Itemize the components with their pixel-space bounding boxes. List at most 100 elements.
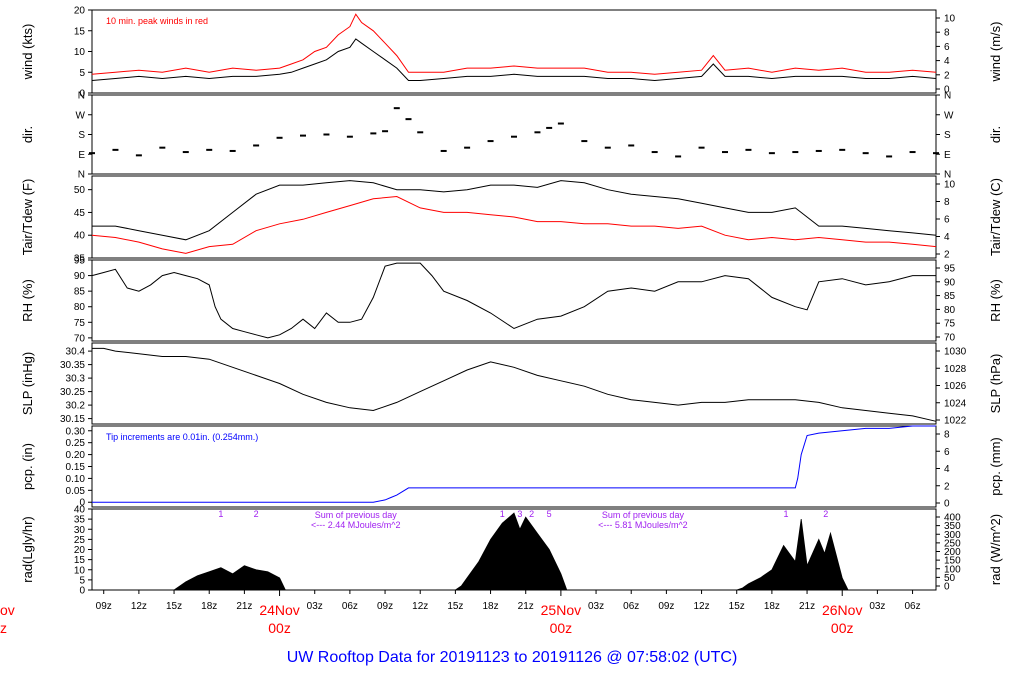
y-tick-label: 85 — [74, 287, 86, 298]
dir-point — [135, 154, 142, 157]
y2-tick-label: 90 — [944, 277, 956, 288]
y-tick-label: 0.10 — [66, 474, 86, 485]
y-tick-label: 30.3 — [66, 374, 86, 385]
x-tick-label: 12z — [131, 601, 147, 612]
series-line-peak-wind — [91, 13, 937, 75]
panel-frame — [91, 259, 937, 342]
dir-point — [206, 148, 213, 151]
panel-temp: 35 40 45 50 2 4 6 8 10 Tair/Tdew (F) Tair/Tdew (C) — [20, 175, 1003, 265]
dir-point — [89, 152, 95, 155]
y-tick-label: 15 — [74, 26, 86, 37]
series-line-wind-speed — [91, 38, 937, 82]
y2-tick-label: 10 — [944, 14, 956, 25]
y-tick-label: 30.25 — [60, 387, 85, 398]
radiation-area — [92, 512, 936, 591]
y2-tick-label: 2 — [944, 70, 950, 81]
x-tick-label: 15z — [447, 601, 463, 612]
dir-point — [323, 133, 330, 136]
y-tick-label: 30.4 — [66, 347, 86, 358]
radiation-note: <--- 2.44 MJoules/m^2 — [311, 520, 401, 530]
panel-frame — [91, 175, 937, 259]
y-axis-label: wind (kts) — [20, 24, 35, 81]
y2-tick-label: 75 — [944, 319, 956, 330]
y2-axis-label: RH (%) — [988, 279, 1003, 322]
panel-annotation: Tip increments are 0.01in. (0.254mm.) — [106, 432, 258, 442]
x-tick-label: 06z — [904, 601, 920, 612]
dir-point — [604, 146, 611, 149]
y-tick-label: 30 — [74, 525, 86, 536]
y-axis-label: pcp. (in) — [20, 443, 35, 490]
x-tick-label: 09z — [96, 601, 112, 612]
y2-tick-label: 6 — [944, 447, 950, 458]
y-tick-label: 40 — [74, 231, 86, 242]
radiation-note: <--- 5.81 MJoules/m^2 — [598, 520, 688, 530]
y2-tick-label: 100 — [944, 564, 961, 575]
y-tick-label: 10 — [74, 47, 86, 58]
x-tick-label: 18z — [764, 601, 780, 612]
dir-point — [698, 146, 705, 149]
y2-tick-label: 0 — [944, 499, 950, 510]
x-tick-label: 15z — [166, 601, 182, 612]
y2-tick-label: 8 — [944, 28, 950, 39]
dir-point — [815, 149, 822, 152]
x-tick-label: 09z — [658, 601, 674, 612]
y2-tick-label: N — [944, 170, 951, 181]
y-tick-label: 20 — [74, 545, 86, 556]
y2-tick-label: 1022 — [944, 416, 967, 427]
y-tick-label: 35 — [74, 254, 86, 265]
y2-tick-label: N — [944, 91, 951, 102]
series-line-rh — [91, 262, 936, 339]
radiation-marker: 1 — [218, 509, 223, 519]
y2-tick-label: 4 — [944, 56, 950, 67]
dir-point — [862, 152, 869, 155]
day-label-cut: ov — [0, 602, 15, 618]
panel-frame — [91, 94, 937, 175]
y2-tick-label: 85 — [944, 291, 956, 302]
y-tick-label: 0.05 — [66, 486, 86, 497]
y-tick-label: 90 — [74, 271, 86, 282]
y2-tick-label: 200 — [944, 547, 961, 558]
dir-point — [933, 152, 939, 155]
day-label: 26Nov — [822, 602, 862, 618]
day-time-label: 00z — [831, 620, 854, 636]
dir-point — [182, 151, 189, 154]
radiation-marker: 2 — [254, 509, 259, 519]
y2-tick-label: 1026 — [944, 381, 967, 392]
y-tick-label: 30.15 — [60, 414, 85, 425]
dir-point — [839, 148, 846, 151]
dir-point — [405, 118, 412, 121]
dir-point — [487, 140, 494, 143]
y-tick-label: 50 — [74, 185, 86, 196]
dir-point — [534, 131, 541, 134]
y-tick-label: 0 — [79, 498, 85, 509]
y-tick-label: 0.20 — [66, 450, 86, 461]
x-tick-label: 03z — [588, 601, 604, 612]
figure-title: UW Rooftop Data for 20191123 to 20191126… — [286, 649, 738, 666]
dir-point — [276, 136, 283, 139]
radiation-marker: 2 — [529, 509, 534, 519]
x-tick-label: 15z — [729, 601, 745, 612]
dir-point — [628, 144, 635, 147]
panel-frame — [91, 9, 937, 94]
y2-tick-label: 300 — [944, 530, 961, 541]
day-time-label: 00z — [550, 620, 573, 636]
x-tick-label: 12z — [412, 601, 428, 612]
radiation-marker: 3 — [517, 509, 522, 519]
y2-tick-label: 70 — [944, 333, 956, 344]
series-line-slp — [92, 347, 937, 422]
y-tick-label: 80 — [74, 302, 86, 313]
dir-point — [300, 134, 306, 137]
y2-tick-label: 2 — [944, 250, 950, 261]
y-tick-label: 20 — [74, 6, 86, 17]
dir-point — [557, 122, 564, 125]
y-tick-label: N — [78, 91, 85, 102]
y-tick-label: 45 — [74, 208, 86, 219]
y-tick-label: W — [76, 110, 86, 121]
y-tick-label: 5 — [79, 575, 85, 586]
dir-point — [745, 148, 752, 151]
panel-annotation: 10 min. peak winds in red — [106, 16, 208, 26]
dir-point — [346, 135, 353, 138]
day-time-label: 00z — [268, 620, 291, 636]
y-tick-label: 0.15 — [66, 462, 86, 473]
